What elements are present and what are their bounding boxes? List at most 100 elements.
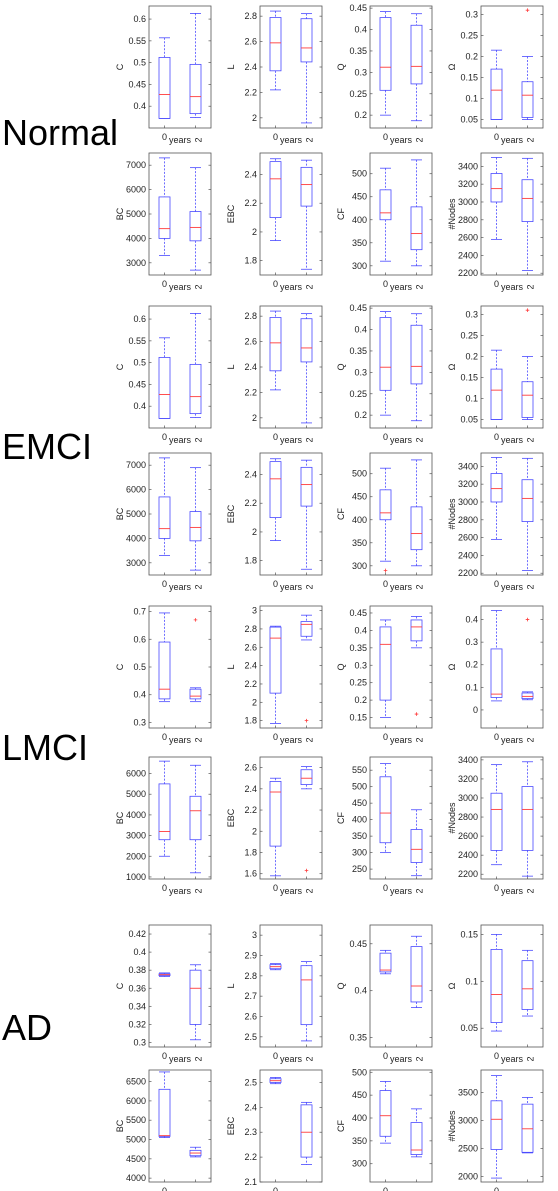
x-tick-label: 0 (383, 883, 388, 893)
y-tick-label: 2.2 (244, 87, 257, 97)
iqr-box (269, 626, 282, 694)
axes-frame (148, 1069, 212, 1183)
y-axis-label: Ω (447, 982, 457, 989)
x-tick-label: 2 (526, 737, 536, 742)
y-axis-label: #Nodes (447, 198, 457, 230)
y-tick-label: 2 (252, 113, 257, 123)
y-tick-label: 350 (352, 1136, 367, 1146)
outlier-marker (383, 568, 388, 573)
y-tick-label: 400 (352, 815, 367, 825)
y-tick-label: 2 (252, 826, 257, 836)
box-year-2 (410, 159, 423, 267)
group-label-normal: Normal (2, 112, 118, 153)
y-axis-label: EBC (226, 204, 236, 223)
iqr-box (521, 786, 534, 851)
x-axis-label: years (501, 135, 524, 145)
y-tick-label: 2500 (458, 1143, 478, 1153)
y-axis-label: EBC (226, 504, 236, 523)
x-tick-label: 0 (273, 432, 278, 442)
iqr-box (521, 1103, 534, 1153)
y-tick-label: 2800 (458, 215, 478, 225)
iqr-box (158, 196, 171, 239)
box-year-0 (269, 625, 282, 724)
box-year-2 (189, 313, 202, 418)
iqr-box (379, 776, 392, 844)
y-tick-label: 4000 (126, 810, 146, 820)
y-tick-label: 0.55 (128, 36, 146, 46)
outlier-marker (193, 618, 198, 622)
y-tick-label: 2.8 (244, 311, 257, 321)
y-tick-label: 0.38 (128, 965, 146, 975)
iqr-box (379, 1090, 392, 1137)
x-axis-label: years (501, 582, 524, 592)
x-axis-label: years (501, 735, 524, 745)
y-tick-label: 3000 (126, 258, 146, 268)
y-tick-label: 2.2 (244, 679, 257, 689)
iqr-box (410, 24, 423, 85)
x-tick-label: 0 (273, 1051, 278, 1061)
y-tick-label: 2.4 (244, 470, 257, 480)
y-tick-label: 0.3 (354, 67, 367, 77)
box-year-2 (521, 157, 534, 271)
axes-frame (480, 1069, 544, 1183)
x-tick-label: 0 (273, 279, 278, 289)
y-tick-label: 0.45 (349, 939, 367, 949)
iqr-box (158, 783, 171, 841)
y-tick-label: 350 (352, 238, 367, 248)
x-tick-label: 0 (494, 579, 499, 589)
axes-frame (369, 924, 433, 1048)
y-tick-label: 0.35 (349, 346, 367, 356)
x-tick-label: 0 (162, 1051, 167, 1061)
x-axis-label: years (280, 1189, 303, 1191)
x-tick-label: 0 (494, 1186, 499, 1191)
iqr-box (269, 17, 282, 72)
x-axis-label: years (501, 886, 524, 896)
x-tick-label: 2 (305, 437, 315, 442)
x-axis-label: years (390, 1054, 413, 1064)
axes-frame (148, 152, 212, 276)
y-tick-label: 6000 (126, 185, 146, 195)
outlier-marker (525, 8, 530, 13)
y-tick-label: 0.42 (128, 929, 146, 939)
iqr-box (521, 960, 534, 1010)
x-axis-label: years (280, 582, 303, 592)
y-tick-label: 2 (252, 697, 257, 707)
x-tick-label: 2 (526, 437, 536, 442)
axes-frame (259, 452, 323, 576)
y-tick-label: 3 (252, 930, 257, 940)
x-tick-label: 2 (194, 1056, 204, 1061)
y-axis-label: Q (336, 982, 346, 989)
y-tick-label: 300 (352, 848, 367, 858)
iqr-box (158, 496, 171, 539)
box-year-0 (379, 763, 392, 854)
iqr-box (521, 381, 534, 418)
y-tick-label: 2200 (458, 268, 478, 278)
iqr-box (521, 479, 534, 522)
x-tick-label: 0 (383, 579, 388, 589)
x-axis-label: years (169, 582, 192, 592)
x-tick-label: 2 (194, 437, 204, 442)
y-tick-label: 300 (352, 261, 367, 271)
y-tick-label: 3000 (126, 831, 146, 841)
y-tick-label: 2.6 (244, 642, 257, 652)
y-tick-label: 2.6 (244, 37, 257, 47)
y-tick-label: 0.4 (133, 401, 146, 411)
y-tick-label: 2.3 (244, 1127, 257, 1137)
x-tick-label: 0 (494, 279, 499, 289)
y-tick-label: 4000 (126, 1173, 146, 1183)
x-tick-label: 2 (194, 737, 204, 742)
y-tick-label: 400 (352, 1113, 367, 1123)
iqr-box (490, 173, 503, 203)
x-tick-label: 0 (273, 1186, 278, 1191)
axes-frame (369, 305, 433, 429)
y-tick-label: 350 (352, 831, 367, 841)
y-tick-label: 0.3 (465, 9, 478, 19)
box-year-0 (490, 157, 503, 240)
y-tick-label: 0.15 (460, 929, 478, 939)
y-tick-label: 350 (352, 538, 367, 548)
